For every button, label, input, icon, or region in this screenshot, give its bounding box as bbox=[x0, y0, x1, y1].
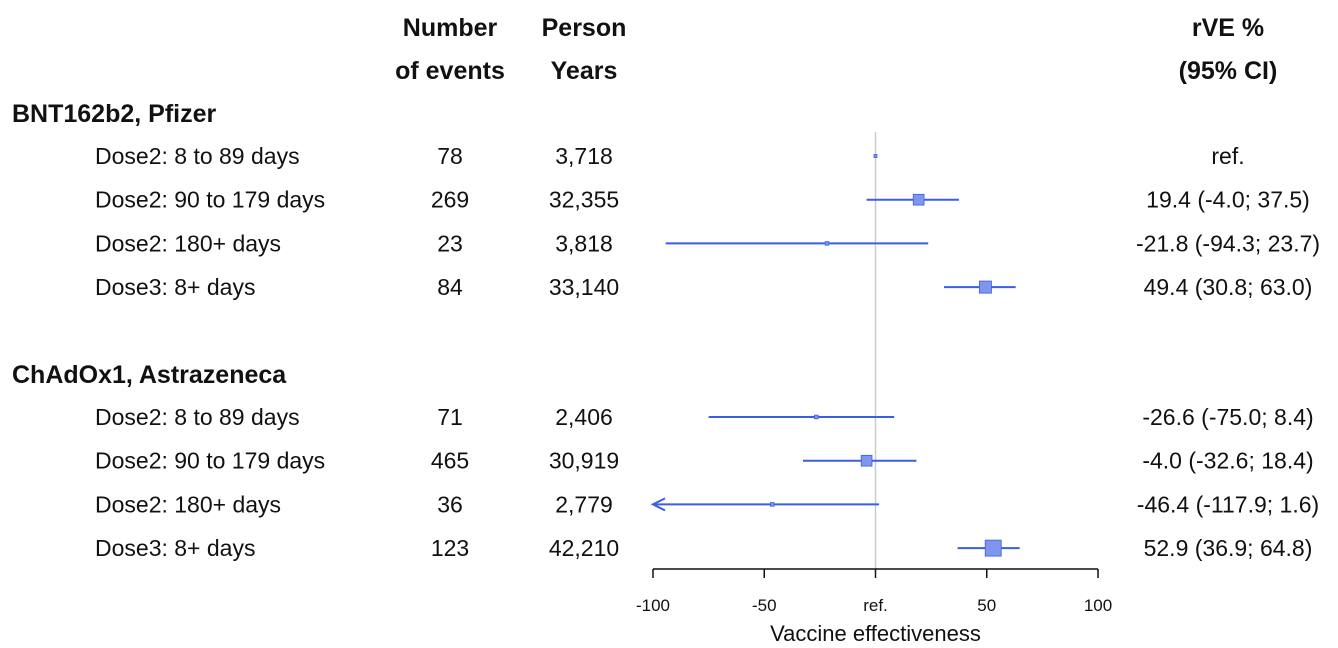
row-events: 123 bbox=[431, 535, 469, 561]
x-tick-label: 100 bbox=[1084, 596, 1112, 615]
x-tick-label: -100 bbox=[636, 596, 670, 615]
row-label: Dose2: 90 to 179 days bbox=[95, 187, 325, 213]
row-label: Dose3: 8+ days bbox=[95, 274, 255, 300]
row-person-years: 2,406 bbox=[555, 404, 613, 430]
row-label: Dose2: 90 to 179 days bbox=[95, 448, 325, 474]
x-tick-label: ref. bbox=[863, 596, 888, 615]
estimate-box bbox=[860, 454, 873, 467]
header-person-years-line1: Person bbox=[542, 14, 627, 42]
row-rve-text: ref. bbox=[1211, 143, 1244, 169]
header-rve-line1: rVE % bbox=[1192, 14, 1264, 42]
row-person-years: 3,818 bbox=[555, 230, 613, 256]
row-events: 78 bbox=[437, 143, 463, 169]
estimate-box bbox=[912, 193, 925, 206]
row-person-years: 32,355 bbox=[549, 187, 619, 213]
row-rve-text: -4.0 (-32.6; 18.4) bbox=[1142, 448, 1313, 474]
header-events-line2: of events bbox=[395, 57, 505, 85]
row-label: Dose2: 8 to 89 days bbox=[95, 143, 300, 169]
estimate-box bbox=[814, 414, 819, 420]
row-rve-text: 19.4 (-4.0; 37.5) bbox=[1146, 187, 1310, 213]
row-label: Dose2: 180+ days bbox=[95, 230, 281, 256]
row-rve-text: -26.6 (-75.0; 8.4) bbox=[1142, 404, 1313, 430]
row-rve-text: -21.8 (-94.3; 23.7) bbox=[1136, 230, 1320, 256]
ci-arrow bbox=[650, 497, 666, 512]
estimate-box bbox=[978, 280, 992, 294]
row-events: 36 bbox=[437, 491, 463, 517]
row-rve-text: 52.9 (36.9; 64.8) bbox=[1144, 535, 1313, 561]
x-axis: -100 -50 ref. 50 100 bbox=[636, 568, 1112, 615]
row-person-years: 30,919 bbox=[549, 448, 619, 474]
row-person-years: 2,779 bbox=[555, 491, 613, 517]
row-label: Dose2: 180+ days bbox=[95, 491, 281, 517]
row-label: Dose3: 8+ days bbox=[95, 535, 255, 561]
row-events: 71 bbox=[437, 404, 463, 430]
row-events: 269 bbox=[431, 187, 469, 213]
header-events-line1: Number bbox=[403, 14, 498, 42]
estimate-box bbox=[873, 154, 878, 158]
estimate-box bbox=[824, 241, 830, 246]
row-person-years: 42,210 bbox=[549, 535, 619, 561]
estimate-box bbox=[770, 502, 775, 507]
x-axis-label: Vaccine effectiveness bbox=[770, 621, 981, 646]
row-person-years: 3,718 bbox=[555, 143, 613, 169]
row-events: 23 bbox=[437, 230, 463, 256]
row-person-years: 33,140 bbox=[549, 274, 619, 300]
header-person-years-line2: Years bbox=[551, 57, 618, 85]
row-label: Dose2: 8 to 89 days bbox=[95, 404, 300, 430]
row-events: 84 bbox=[437, 274, 463, 300]
row-events: 465 bbox=[431, 448, 469, 474]
group-title: ChAdOx1, Astrazeneca bbox=[12, 361, 287, 389]
x-tick-label: 50 bbox=[977, 596, 996, 615]
estimate-box bbox=[984, 539, 1002, 557]
rows-layer: BNT162b2, Pfizer Dose2: 8 to 89 days 78 3,7… bbox=[12, 100, 1320, 561]
x-tick-label: -50 bbox=[752, 596, 777, 615]
row-rve-text: 49.4 (30.8; 63.0) bbox=[1144, 274, 1313, 300]
group-title: BNT162b2, Pfizer bbox=[12, 100, 217, 128]
header-rve-line2: (95% CI) bbox=[1179, 57, 1278, 85]
row-rve-text: -46.4 (-117.9; 1.6) bbox=[1137, 491, 1319, 517]
